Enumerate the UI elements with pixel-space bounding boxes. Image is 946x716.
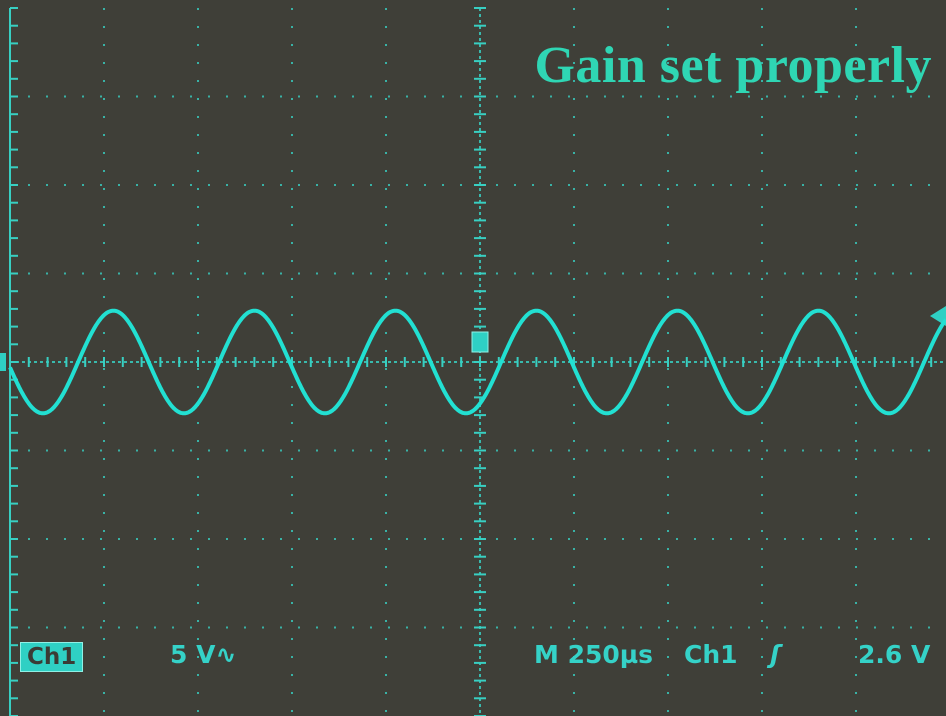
trigger-channel-readout: Ch1: [684, 640, 738, 669]
ground-level-marker: [0, 353, 6, 371]
trigger-level-arrow-icon: [930, 305, 946, 326]
volts-per-division-readout: 5 V∿: [170, 640, 237, 669]
trigger-position-marker: [471, 331, 489, 353]
trigger-level-readout: 2.6 V: [858, 640, 931, 669]
trigger-slope-icon: ʃ: [770, 640, 781, 669]
timebase-readout: M 250µs: [534, 640, 654, 669]
channel-1-trace: [8, 308, 946, 416]
screen-markers: [0, 305, 946, 371]
channel-1-badge: Ch1: [20, 642, 84, 672]
annotation-gain-set-properly: Gain set properly: [534, 37, 932, 94]
